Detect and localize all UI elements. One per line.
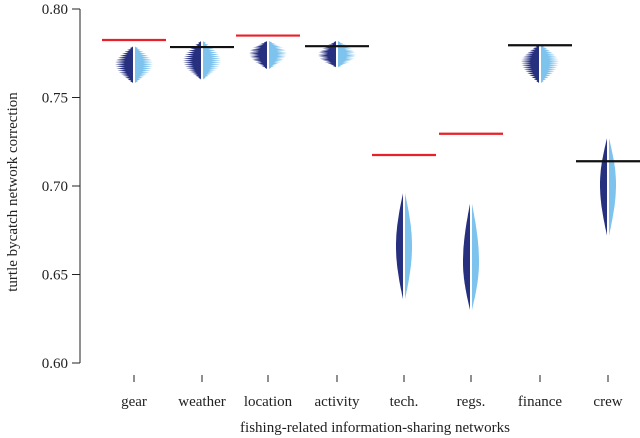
violin-left-half [463, 203, 470, 310]
violins [115, 40, 616, 310]
y-axis-ticks: 0.60 0.65 0.70 0.75 0.80 [42, 2, 80, 372]
x-tick-label: location [244, 394, 293, 410]
y-tick-label: 0.80 [42, 2, 68, 18]
x-axis-label: fishing-related information-sharing netw… [240, 420, 510, 436]
violin-right-half [541, 44, 559, 84]
y-tick-label: 0.60 [42, 356, 68, 372]
y-axis-label: turtle bycatch network correction [5, 92, 21, 292]
violin-right-half [135, 46, 153, 84]
violin-left-half [115, 46, 133, 84]
violin-left-half [600, 138, 607, 236]
violin-right-half [609, 138, 616, 236]
x-tick-label: regs. [457, 394, 486, 410]
violin-right-half [472, 203, 479, 310]
y-tick-label: 0.65 [42, 268, 68, 284]
y-tick-label: 0.70 [42, 179, 68, 195]
x-tick-label: tech. [390, 394, 419, 410]
violin-right-half [203, 40, 221, 80]
x-tick-label: activity [315, 394, 360, 410]
violin-left-half [318, 40, 336, 68]
x-tick-label: gear [121, 394, 147, 410]
violin-right-half [405, 193, 412, 300]
x-tick-label: crew [593, 394, 622, 410]
violin-left-half [396, 193, 403, 300]
violin-right-half [338, 40, 356, 68]
x-tick-label: finance [518, 394, 562, 410]
x-axis-ticks: gear weather location activity tech. regs. fin… [121, 375, 623, 410]
violin-left-half [183, 40, 201, 80]
violin-left-half [521, 44, 539, 84]
violin-left-half [249, 40, 267, 70]
reference-lines [102, 34, 640, 163]
x-tick-label: weather [178, 394, 225, 410]
violin-right-half [269, 40, 287, 70]
y-tick-label: 0.75 [42, 91, 68, 107]
